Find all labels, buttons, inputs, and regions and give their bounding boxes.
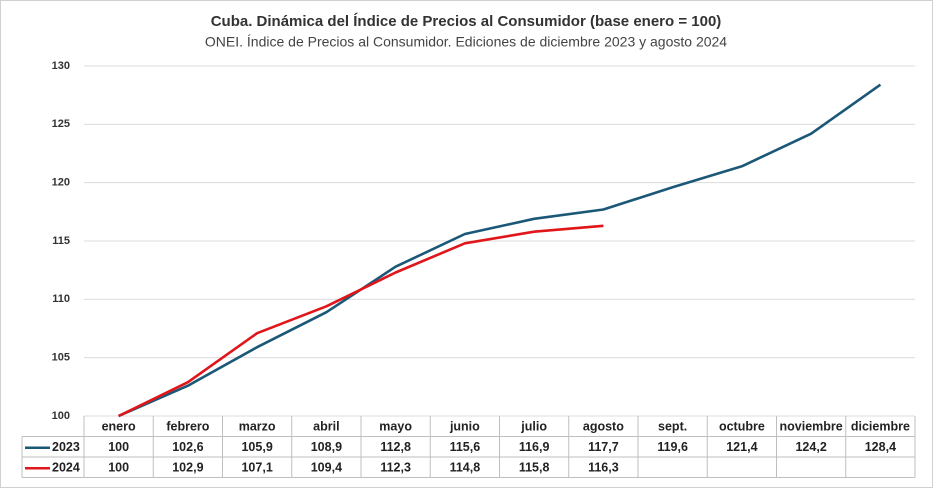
x-tick-label: abril	[313, 420, 339, 434]
x-tick-label: julio	[520, 420, 547, 434]
table-value: 114,8	[450, 461, 481, 475]
table-value: 100	[108, 461, 129, 475]
x-tick-label: diciembre	[851, 420, 910, 434]
table-value: 121,4	[726, 440, 757, 454]
table-value: 112,8	[380, 440, 411, 454]
table-value: 116,3	[588, 461, 619, 475]
x-tick-label: mayo	[379, 420, 412, 434]
chart-subtitle: ONEI. Índice de Precios al Consumidor. E…	[205, 34, 727, 50]
table-value: 105,9	[241, 440, 272, 454]
y-tick-label: 105	[52, 352, 70, 364]
series-line	[118, 224, 604, 418]
table-value: 128,4	[865, 440, 896, 454]
table-value: 116,9	[519, 440, 550, 454]
table-value: 124,2	[795, 440, 826, 454]
y-tick-label: 110	[52, 293, 70, 305]
series-line	[118, 83, 882, 418]
x-tick-label: agosto	[583, 420, 624, 434]
table-value: 102,6	[172, 440, 203, 454]
table-value: 112,3	[380, 461, 411, 475]
table-value: 115,6	[450, 440, 481, 454]
chart-title: Cuba. Dinámica del Índice de Precios al …	[211, 13, 722, 30]
table-value: 102,9	[172, 461, 203, 475]
x-tick-label: marzo	[239, 420, 276, 434]
table-value: 117,7	[588, 440, 619, 454]
y-tick-label: 125	[52, 118, 70, 130]
y-tick-label: 100	[52, 410, 70, 422]
x-tick-label: noviembre	[780, 420, 843, 434]
y-tick-label: 130	[52, 60, 70, 72]
x-tick-label: octubre	[719, 420, 765, 434]
table-value: 100	[108, 440, 129, 454]
legend-label: 2023	[52, 440, 80, 454]
table-value: 119,6	[657, 440, 688, 454]
y-tick-label: 120	[52, 177, 70, 189]
x-tick-label: febrero	[166, 420, 209, 434]
y-tick-label: 115	[52, 235, 70, 247]
table-value: 108,9	[311, 440, 342, 454]
x-tick-label: junio	[449, 420, 480, 434]
legend-label: 2024	[52, 461, 80, 475]
table-value: 109,4	[311, 461, 342, 475]
table-value: 115,8	[519, 461, 550, 475]
table-value: 107,1	[241, 461, 272, 475]
x-tick-label: sept.	[658, 420, 687, 434]
x-tick-label: enero	[102, 420, 136, 434]
